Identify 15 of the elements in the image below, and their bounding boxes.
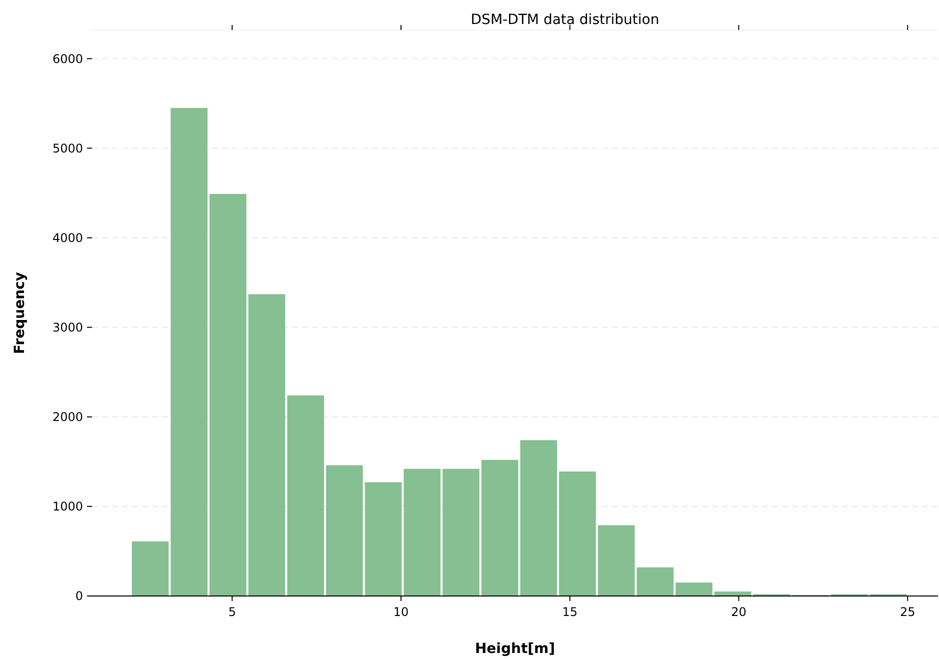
x-tick-label: 15: [562, 605, 578, 619]
x-axis-title: Height[m]: [474, 641, 556, 657]
y-tick-label: 4000: [52, 230, 83, 245]
y-tick-label: 6000: [52, 52, 83, 66]
y-tick-label: 5000: [52, 141, 83, 156]
y-tick-label: 2000: [52, 410, 83, 424]
y-tick-label: 1000: [52, 500, 83, 514]
y-tick-label: 3000: [52, 320, 83, 335]
x-tick-label: 10: [393, 605, 409, 619]
y-axis-title: Frequency: [12, 272, 28, 354]
x-tick-label: 5: [228, 605, 236, 619]
x-tick-label: 20: [731, 605, 746, 619]
y-tick-label: 0: [75, 589, 83, 604]
chart-title: DSM-DTM data distribution: [470, 12, 660, 28]
x-tick-label: 25: [900, 605, 916, 619]
